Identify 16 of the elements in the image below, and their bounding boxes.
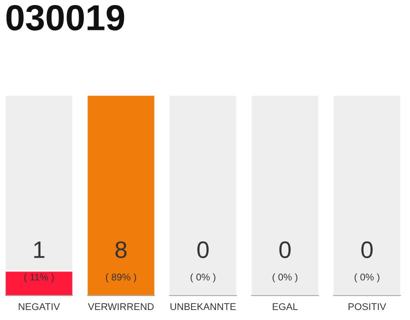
data-label: 8 bbox=[115, 241, 127, 258]
x-tick-label: UNBEKANNTE bbox=[170, 303, 236, 310]
x-tick-label: NEGATIV bbox=[18, 303, 60, 310]
data-label: 0 bbox=[279, 241, 291, 258]
annotation: ( 0% ) bbox=[354, 273, 380, 282]
annotation: ( 11% ) bbox=[24, 273, 54, 282]
x-tick-label: POSITIV bbox=[348, 303, 386, 310]
x-tick-label: EGAL bbox=[272, 303, 298, 310]
x-tick-label: VERWIRREND bbox=[88, 303, 154, 310]
annotation: ( 0% ) bbox=[272, 273, 298, 282]
data-label: 0 bbox=[361, 241, 373, 258]
annotation: ( 89% ) bbox=[106, 273, 136, 282]
annotation: ( 0% ) bbox=[190, 273, 216, 282]
data-label: 0 bbox=[197, 241, 209, 258]
chart-title: 030019 bbox=[6, 4, 124, 31]
data-label: 1 bbox=[34, 242, 44, 258]
